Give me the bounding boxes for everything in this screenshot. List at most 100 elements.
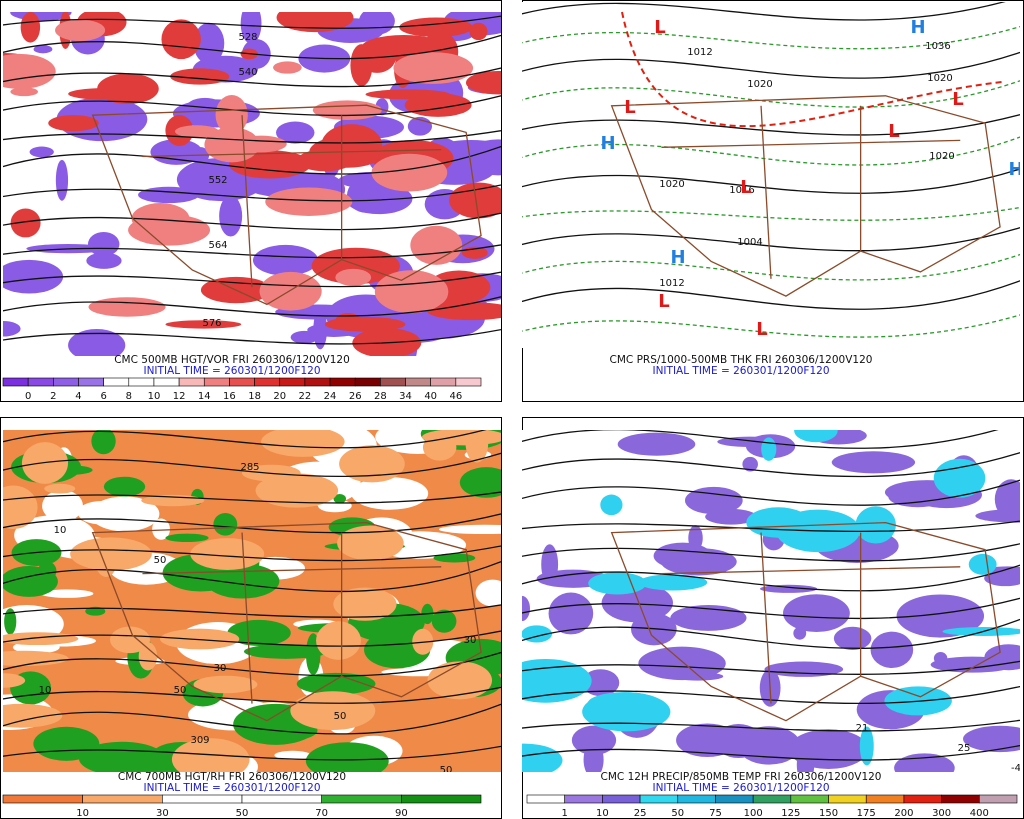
contour-line	[3, 15, 501, 29]
panel-title: CMC 700MB HGT/RH FRI 260306/1200V120	[118, 771, 346, 783]
colorbar-box	[430, 377, 457, 387]
colorbar-box	[103, 377, 130, 387]
shaded-area	[653, 542, 712, 570]
shaded-area	[465, 139, 501, 176]
colorbar-label: 70	[315, 808, 328, 819]
colorbar-label: 4	[75, 391, 81, 402]
contour-line	[3, 491, 501, 504]
shaded-area	[588, 572, 647, 595]
shaded-area	[337, 525, 404, 561]
contour-label: 30	[214, 663, 227, 674]
shaded-area	[184, 97, 226, 122]
shaded-area	[90, 496, 160, 532]
shaded-area	[296, 672, 376, 695]
colorbar-label: 150	[819, 808, 838, 819]
contour-line	[522, 279, 1020, 310]
contour-line	[522, 113, 1020, 136]
shaded-area	[581, 669, 620, 697]
colorbar-box	[979, 794, 1018, 804]
contour-line	[522, 314, 1020, 338]
colorbar-box	[2, 794, 83, 804]
shaded-area	[783, 594, 850, 633]
colorbar-box	[329, 377, 356, 387]
shaded-area	[794, 430, 838, 443]
colorbar-label: 12	[173, 391, 186, 402]
shaded-area	[202, 116, 216, 125]
shaded-area	[91, 430, 116, 455]
colorbar-box	[455, 377, 482, 387]
contour-line	[3, 184, 501, 202]
shaded-area	[165, 320, 242, 329]
colorbar-label: 10	[596, 808, 609, 819]
pressure-center: L	[952, 89, 963, 110]
colorbar-box	[128, 377, 155, 387]
colorbar-box	[865, 794, 905, 804]
shaded-area	[170, 68, 230, 85]
shaded-area	[833, 626, 872, 650]
colorbar-label: 175	[857, 808, 876, 819]
shaded-area	[322, 258, 383, 271]
pressure-center: H	[910, 17, 925, 38]
colorbar-label: 50	[236, 808, 249, 819]
shaded-area	[339, 445, 405, 483]
shaded-area	[475, 579, 501, 607]
contour-line	[3, 630, 501, 647]
shaded-area	[333, 587, 397, 621]
contour-label: 25	[958, 743, 971, 754]
pressure-center: L	[624, 97, 635, 118]
panel: 1012 1020 1020 1016 1004 1012 1020 1020 1036 L L L L…	[522, 0, 1024, 402]
pressure-center: L	[740, 177, 751, 198]
contour-line	[3, 271, 501, 288]
contour-label: 576	[202, 318, 221, 329]
shaded-area	[68, 329, 126, 356]
shaded-area	[459, 467, 501, 498]
colorbar-box	[354, 377, 381, 387]
initial-time: INITIAL TIME = 260301/1200F120	[652, 782, 829, 794]
panel: 528 540 552 564 576 CMC 500MB HGT/VOR FRI 260…	[0, 0, 502, 402]
shaded-area	[351, 477, 429, 510]
shaded-area	[86, 252, 122, 269]
contour-line	[522, 597, 1020, 620]
shaded-area	[252, 244, 319, 276]
shaded-area	[968, 553, 997, 575]
shaded-area	[193, 675, 258, 694]
shaded-area	[33, 45, 53, 54]
shaded-area	[684, 486, 743, 515]
shaded-area	[522, 658, 592, 703]
shaded-area	[110, 626, 151, 654]
colorbar-label: 46	[449, 391, 462, 402]
panel-title: CMC 12H PRECIP/850MB TEMP FRI 260306/120…	[601, 771, 882, 783]
colorbar-box	[903, 794, 942, 804]
colorbar-label: 0	[25, 391, 31, 402]
colorbar-label: 26	[349, 391, 362, 402]
colorbar-box	[241, 794, 322, 804]
colorbar-label: 34	[399, 391, 412, 402]
shaded-area	[55, 19, 106, 42]
colorbar-box	[677, 794, 716, 804]
shaded-area	[855, 506, 896, 544]
colorbar-label: 25	[634, 808, 647, 819]
shaded-area	[371, 153, 448, 192]
map: 1012 1020 1020 1016 1004 1012 1020 1020 1036 L L L L…	[522, 2, 1020, 348]
colorbar-box	[752, 794, 792, 804]
panel-title: CMC PRS/1000-500MB THK FRI 260306/1200V1…	[610, 354, 873, 366]
contour-line	[522, 430, 999, 449]
shaded-area	[742, 456, 758, 472]
colorbar-box	[526, 794, 565, 804]
colorbar-label: 40	[424, 391, 437, 402]
shaded-area	[255, 473, 339, 508]
contour-line	[522, 564, 1020, 592]
shaded-area	[29, 146, 54, 158]
shaded-area	[638, 574, 708, 591]
panel: 285 10 50 30 50 10 309 50 30 50 CMC 700MB HGT/RH F…	[0, 417, 502, 819]
contour-line	[522, 51, 1020, 79]
contour-line	[522, 253, 1020, 281]
panel-frame	[0, 0, 502, 402]
contour-label: 285	[240, 462, 259, 473]
initial-time: INITIAL TIME = 260301/1200F120	[143, 365, 320, 377]
shaded-area	[638, 646, 726, 681]
contour-line	[3, 604, 501, 618]
contour-line	[522, 136, 1020, 166]
country-borders	[91, 104, 482, 306]
contour-line	[3, 745, 501, 761]
